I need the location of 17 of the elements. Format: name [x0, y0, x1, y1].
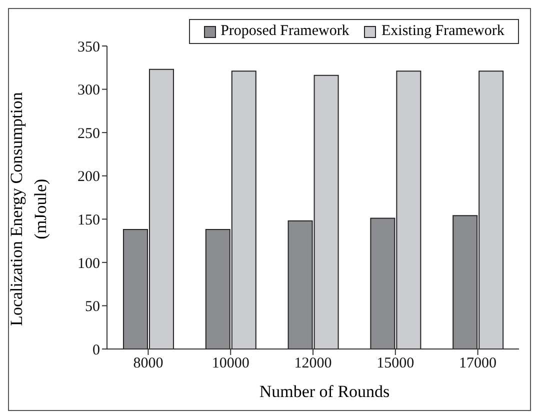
y-tick-label: 200 — [78, 169, 100, 186]
x-tick-label: 17000 — [459, 356, 497, 372]
y-tick-label: 150 — [78, 212, 100, 228]
legend-label: Existing Framework — [380, 23, 504, 40]
y-tick-label: 350 — [78, 39, 100, 56]
x-axis-title: Number of Rounds — [258, 382, 391, 402]
y-tick-label: 100 — [78, 256, 100, 272]
x-tick-label: 10000 — [212, 356, 250, 372]
y-tick-label: 300 — [78, 82, 100, 99]
y-tick-label: 50 — [85, 299, 100, 316]
x-tick-label: 15000 — [376, 356, 414, 372]
y-tick-label: 250 — [78, 126, 100, 142]
x-tick-label: 12000 — [294, 356, 332, 372]
y-axis-title: Localization Energy Consumption (mJoule) — [6, 92, 51, 326]
x-tick-label: 8000 — [133, 356, 164, 372]
y-tick-label: 0 — [92, 342, 100, 358]
legend-label: Proposed Framework — [220, 23, 350, 40]
